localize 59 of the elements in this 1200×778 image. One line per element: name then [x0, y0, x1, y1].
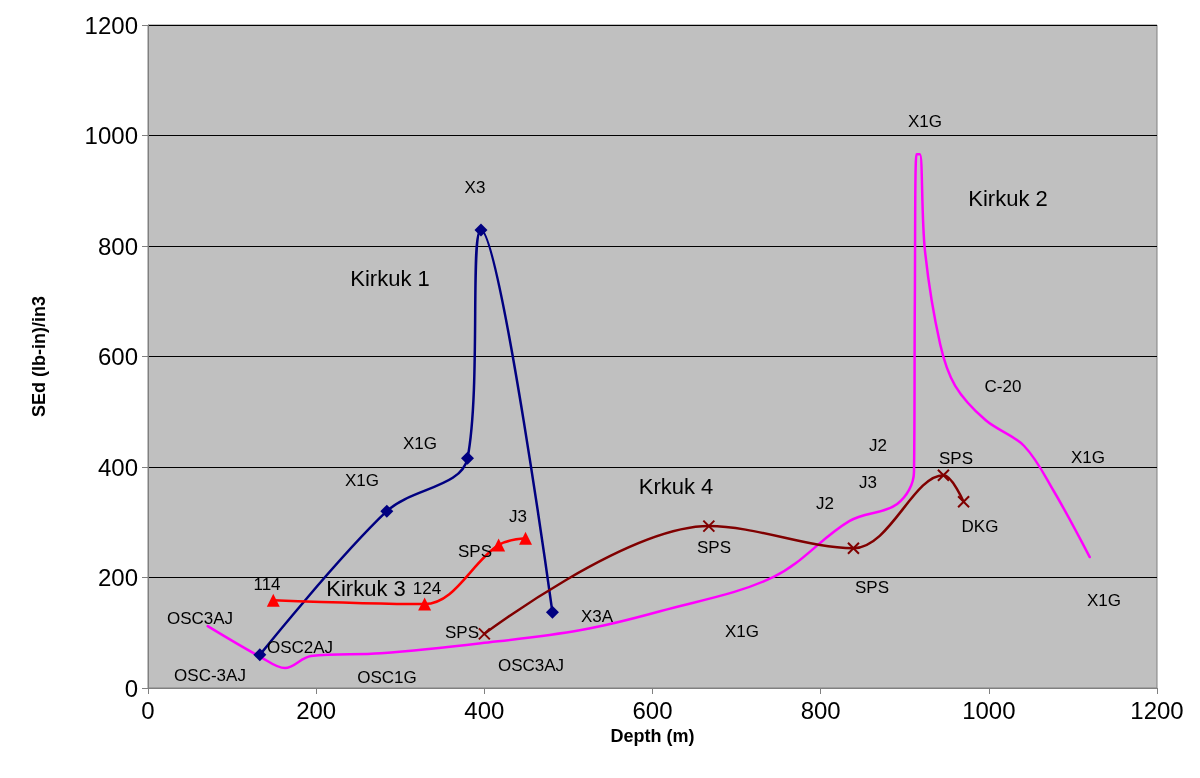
point — [519, 531, 533, 545]
point — [846, 541, 860, 555]
point — [936, 468, 950, 482]
annotation: X1G — [1086, 590, 1122, 610]
annotation: C-20 — [984, 376, 1022, 396]
point — [266, 593, 280, 607]
y-tick-label: 0 — [124, 674, 138, 702]
annotation: X1G — [724, 621, 760, 641]
point — [492, 538, 506, 552]
y-tick-label: 600 — [97, 343, 138, 370]
annotation: X3 — [464, 177, 486, 197]
annotation: OSC1G — [357, 667, 417, 687]
point — [253, 648, 267, 662]
annotation: 124 — [412, 578, 442, 598]
annotation: X3A — [580, 606, 614, 626]
x-tick-label: 1200 — [1130, 696, 1184, 724]
y-tick-label: 800 — [97, 232, 138, 260]
y-tick-label: 200 — [97, 564, 138, 591]
annotation: DKG — [961, 516, 999, 536]
point — [545, 605, 559, 619]
y-tick-label: 1200 — [84, 11, 138, 39]
annotation: OSC2AJ — [266, 637, 334, 657]
point — [380, 504, 394, 518]
annotation: 114 — [253, 574, 281, 594]
series-label: Kirkuk 3 — [326, 575, 406, 601]
annotation: J3 — [509, 506, 527, 526]
annotation: X1G — [1070, 447, 1106, 467]
annotation: J2 — [816, 493, 834, 513]
annotation: OSC3AJ — [166, 608, 234, 628]
annotation: X1G — [344, 470, 380, 490]
annotation: SPS — [444, 622, 480, 642]
x-tick-label: 600 — [632, 696, 673, 724]
point — [702, 519, 716, 533]
x-tick-label: 400 — [464, 696, 505, 724]
y-axis-title: SEd (lb-in)/in3 — [29, 296, 49, 417]
point — [957, 495, 971, 509]
point — [461, 451, 475, 465]
x-tick-label: 200 — [296, 696, 337, 724]
annotation: SPS — [938, 448, 974, 468]
x-tick-label: 800 — [800, 696, 841, 724]
annotation: SPS — [457, 541, 493, 561]
annotation: OSC-3AJ — [174, 665, 246, 685]
x-tick-label: 1000 — [962, 696, 1016, 724]
annotation: SPS — [696, 537, 732, 557]
point — [474, 223, 488, 237]
point — [418, 597, 432, 611]
series-label: Krkuk 4 — [638, 473, 714, 499]
y-tick-label: 1000 — [84, 122, 138, 149]
annotation: X1G — [907, 111, 943, 131]
x-axis-title: Depth (m) — [610, 725, 695, 746]
y-tick-label: 400 — [97, 453, 138, 481]
annotation: X1G — [402, 433, 438, 453]
text: Kirkuk 1 — [350, 265, 430, 291]
annotation: SPS — [854, 577, 890, 597]
text: Kirkuk 2 — [968, 185, 1048, 211]
annotation: J2 — [869, 435, 887, 455]
x-tick-label: 0 — [141, 696, 155, 724]
annotation: OSC3AJ — [497, 655, 565, 675]
annotation: J3 — [859, 472, 877, 492]
